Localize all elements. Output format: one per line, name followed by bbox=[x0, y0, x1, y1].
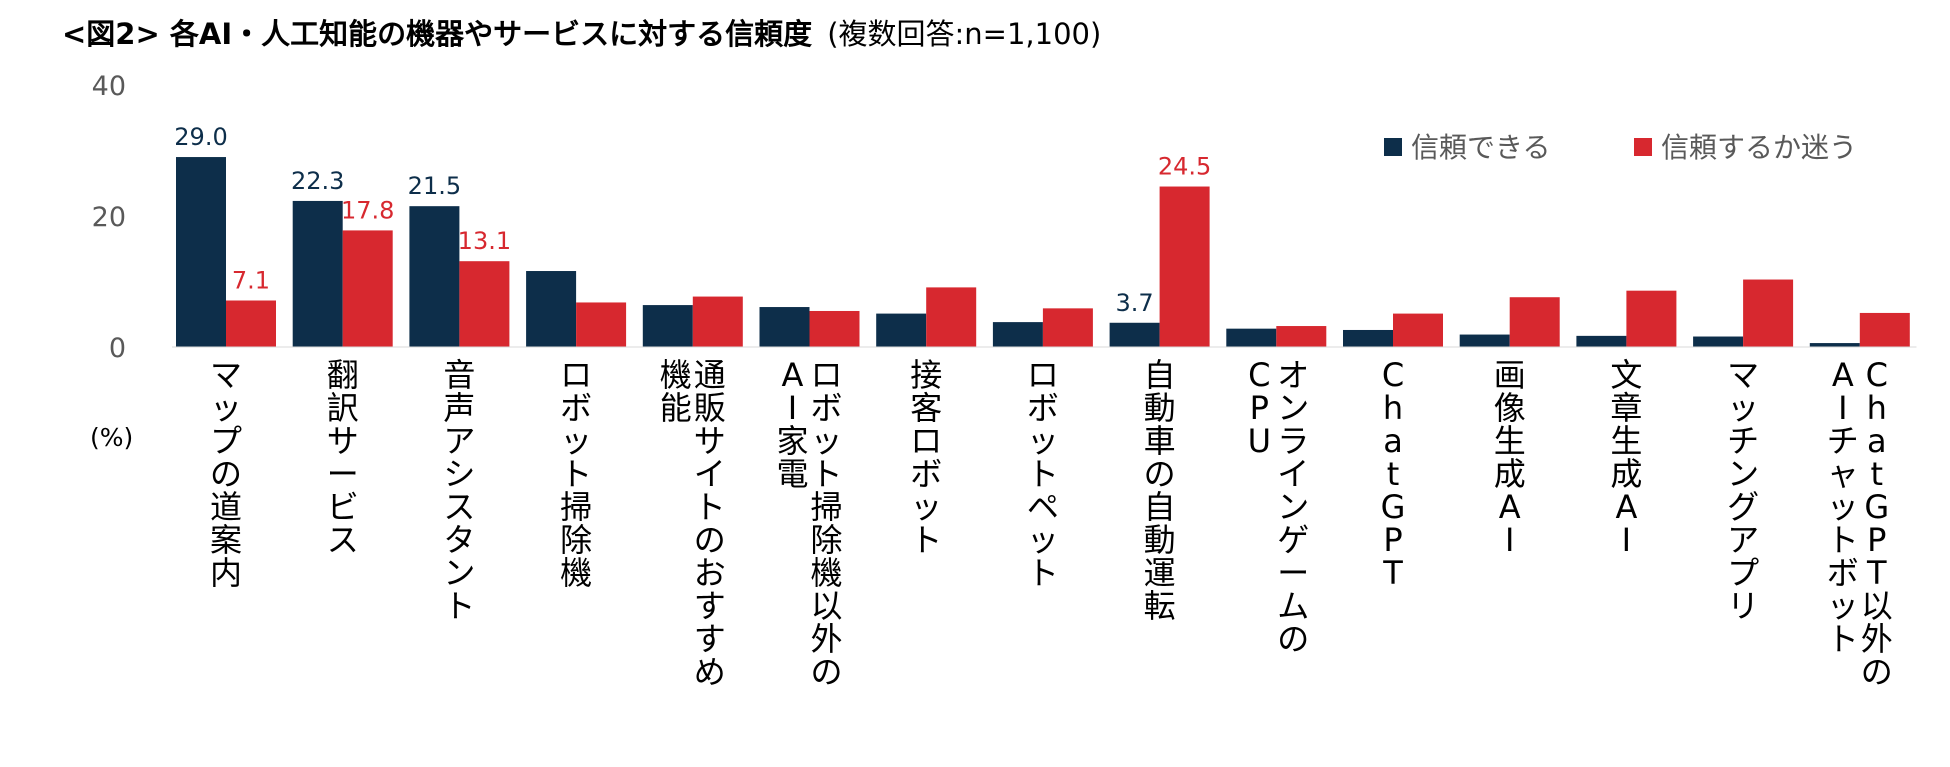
bar-hesitate bbox=[1042, 308, 1093, 347]
bar-trust bbox=[992, 322, 1043, 347]
bar-hesitate bbox=[926, 287, 977, 347]
bar-hesitate bbox=[459, 261, 510, 347]
category-label: 翻訳サービス bbox=[327, 356, 359, 559]
bar-hesitate bbox=[1159, 186, 1210, 347]
bar-hesitate bbox=[1743, 279, 1794, 347]
data-label: 17.8 bbox=[341, 196, 394, 224]
bar-trust bbox=[1343, 329, 1393, 347]
category-label: マッチングアプリ bbox=[1727, 356, 1759, 625]
chart-subtitle: (複数回答:n=1,100) bbox=[827, 17, 1101, 51]
bar-trust bbox=[176, 157, 226, 347]
y-axis: 0 20 40 bbox=[92, 71, 126, 364]
category-label: 音声アシスタント bbox=[443, 356, 475, 625]
data-labels: 29.0 7.1 22.317.8 21.5 13.1 3.7 24.5 bbox=[174, 123, 1211, 317]
y-tick-label: 20 bbox=[92, 202, 126, 233]
legend-swatch bbox=[1384, 138, 1402, 156]
category-label: ロボット掃除機 bbox=[560, 356, 592, 592]
bar-trust bbox=[1109, 322, 1160, 347]
legend-swatch bbox=[1634, 138, 1652, 156]
bar-trust bbox=[1459, 334, 1510, 347]
bar-trust bbox=[1226, 328, 1277, 347]
bars bbox=[172, 157, 1917, 348]
bar-trust bbox=[759, 307, 810, 347]
category-label: A I 家電 bbox=[776, 356, 808, 493]
category-label: 通販サイトのおすすめ bbox=[694, 356, 726, 691]
chart-title: <図2> 各AI・人工知能の機器やサービスに対する信頼度 (複数回答:n=1,1… bbox=[62, 17, 1101, 51]
bar-trust bbox=[292, 200, 343, 347]
bar-hesitate bbox=[342, 230, 393, 347]
category-label: 自動車の自動運転 bbox=[1144, 356, 1176, 625]
bar-trust bbox=[1576, 335, 1627, 347]
bar-hesitate bbox=[1859, 312, 1910, 347]
category-label: ロボットペット bbox=[1027, 356, 1059, 592]
legend: 信頼できる 信頼するか迷う bbox=[1384, 131, 1857, 164]
bar-hesitate bbox=[1626, 290, 1677, 347]
bar-hesitate bbox=[1393, 313, 1443, 347]
bar-hesitate bbox=[576, 302, 627, 347]
data-label: 13.1 bbox=[458, 227, 511, 255]
bar-hesitate bbox=[1509, 297, 1560, 347]
bar-trust bbox=[876, 313, 927, 347]
data-label: 7.1 bbox=[232, 266, 270, 294]
data-label: 24.5 bbox=[1158, 153, 1211, 181]
bar-hesitate bbox=[226, 300, 276, 347]
data-label: 3.7 bbox=[1116, 289, 1154, 317]
bar-trust bbox=[1693, 336, 1744, 347]
category-label: ロボット掃除機以外の bbox=[810, 356, 842, 691]
data-label: 29.0 bbox=[174, 123, 227, 151]
y-tick-label: 40 bbox=[92, 71, 126, 102]
data-label: 21.5 bbox=[408, 172, 461, 200]
bar-trust bbox=[526, 271, 577, 347]
legend-label: 信頼するか迷う bbox=[1661, 131, 1857, 164]
category-label: オンラインゲームの bbox=[1277, 356, 1309, 658]
category-label: 文章生成 A I bbox=[1610, 356, 1642, 559]
category-label: マップの道案内 bbox=[210, 356, 242, 592]
bar-hesitate bbox=[692, 296, 743, 347]
bar-trust bbox=[642, 305, 693, 347]
category-label: 画像生成 A I bbox=[1494, 356, 1526, 559]
data-label: 22.3 bbox=[291, 167, 344, 195]
y-axis-unit: (%) bbox=[90, 423, 133, 452]
y-tick-label: 0 bbox=[109, 333, 126, 364]
bar-hesitate bbox=[809, 310, 860, 347]
category-label: 機能 bbox=[660, 356, 692, 427]
category-label: 接客ロボット bbox=[910, 356, 942, 559]
bar-trust bbox=[1809, 343, 1860, 347]
bar-hesitate bbox=[1276, 326, 1327, 347]
category-label: A I チャットボット bbox=[1827, 356, 1859, 658]
chart-title-main: <図2> 各AI・人工知能の機器やサービスに対する信頼度 bbox=[62, 17, 812, 51]
legend-label: 信頼できる bbox=[1411, 131, 1550, 164]
category-labels: マップの道案内 翻訳サービス 音声アシスタント ロボット掃除機 通販サイトのおすすめ機能… bbox=[210, 356, 1893, 691]
bar-trust bbox=[409, 206, 460, 347]
